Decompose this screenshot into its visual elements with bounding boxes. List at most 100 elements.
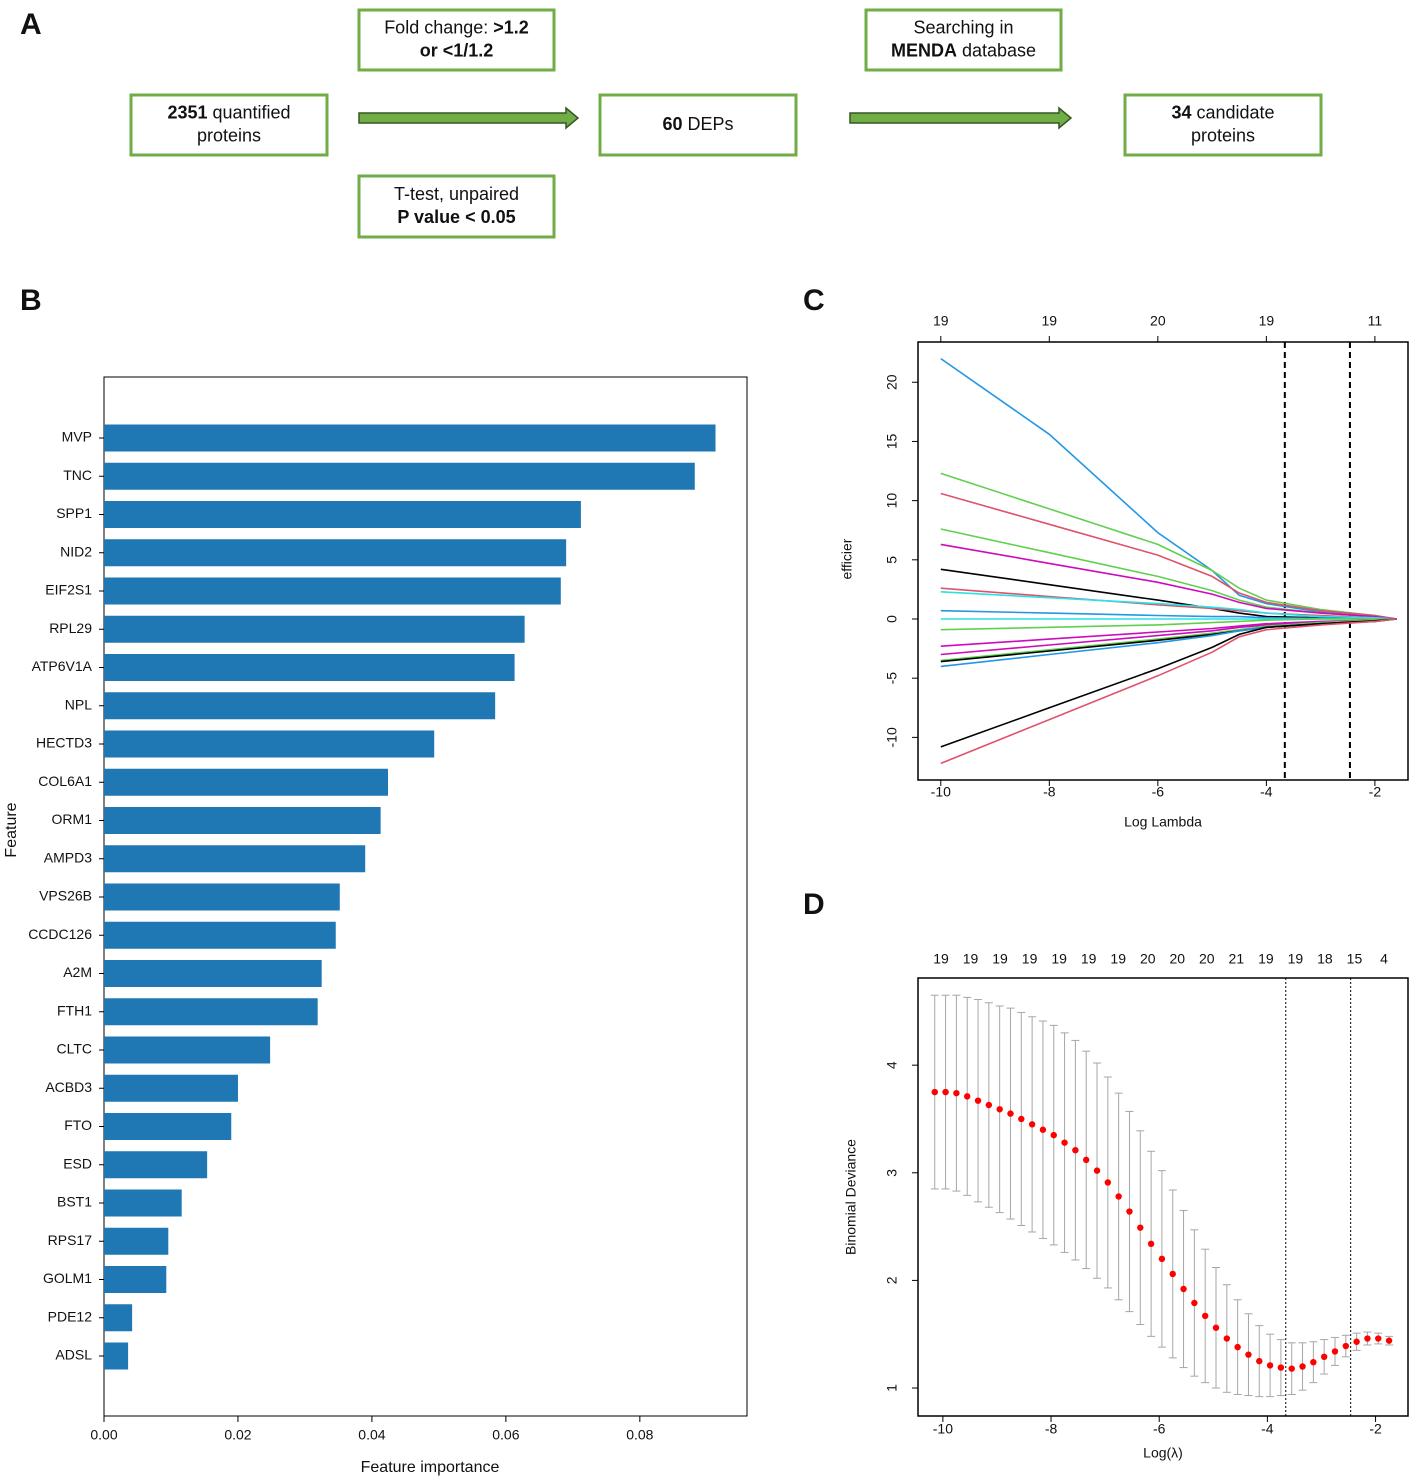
- flow-box: [357, 8, 556, 72]
- y-tick-label: FTO: [64, 1117, 92, 1133]
- point: [1083, 1156, 1090, 1164]
- panel-label: D: [803, 888, 825, 921]
- panel-label: A: [20, 8, 42, 41]
- y-tick-label: HECTD3: [36, 735, 92, 751]
- y-tick-label: 1: [884, 1384, 900, 1392]
- y-tick-label: NPL: [65, 696, 92, 712]
- point: [1093, 1167, 1101, 1174]
- x-tick-label: -2: [1369, 1421, 1382, 1437]
- flow-text: 2351 quantified: [167, 102, 290, 122]
- y-tick-label: BST1: [57, 1194, 92, 1210]
- flow-box: [598, 93, 798, 157]
- top-label: 19: [1022, 951, 1038, 967]
- y-tick-label: PDE12: [48, 1308, 93, 1324]
- top-label: 20: [1199, 951, 1215, 967]
- coefficient-path: [940, 591, 1397, 620]
- flow-box: [1123, 93, 1323, 157]
- point: [1310, 1358, 1317, 1366]
- flow-text-part: 34: [1171, 102, 1191, 122]
- flow-text: MENDA database: [891, 40, 1036, 60]
- y-axis-title: Coefficients: [839, 525, 855, 598]
- point: [1201, 1312, 1209, 1320]
- y-tick-label: RPS17: [48, 1232, 93, 1248]
- top-label: 15: [1347, 951, 1363, 967]
- bar: [104, 615, 525, 643]
- y-tick-label: ATP6V1A: [32, 658, 93, 674]
- bar: [104, 730, 435, 758]
- bar: [104, 577, 561, 605]
- bar: [104, 1342, 129, 1370]
- flow-text-part: >1.2: [493, 17, 529, 37]
- point: [1342, 1342, 1350, 1350]
- point: [1212, 1324, 1220, 1331]
- top-label: 20: [1150, 313, 1166, 329]
- flow-text-part: MENDA: [891, 40, 957, 60]
- point: [1126, 1208, 1133, 1215]
- point: [1104, 1179, 1112, 1186]
- panel-label: C: [803, 284, 825, 317]
- top-label: 19: [1110, 951, 1126, 967]
- bar: [104, 921, 336, 949]
- point: [1028, 1121, 1036, 1128]
- point: [1245, 1351, 1252, 1358]
- x-tick-label: -8: [1045, 1421, 1058, 1437]
- flow-text-part: Fold change:: [384, 17, 488, 37]
- point: [964, 1093, 971, 1100]
- coefficient-path: [940, 618, 1397, 668]
- bar: [104, 845, 366, 873]
- panel-label: B: [20, 284, 42, 317]
- bar: [104, 1074, 238, 1102]
- bar: [104, 1189, 182, 1217]
- bar: [104, 883, 340, 911]
- top-label: 4: [1380, 951, 1388, 967]
- point: [931, 1088, 938, 1096]
- top-label: 11: [1368, 313, 1383, 329]
- coefficient-path: [940, 618, 1397, 765]
- x-tick-label: -4: [1260, 784, 1273, 800]
- y-tick-label: -10: [884, 727, 900, 747]
- point: [1018, 1115, 1025, 1123]
- flow-text: Searching in: [913, 17, 1013, 37]
- y-tick-label: 3: [884, 1169, 900, 1177]
- coefficient-path: [940, 618, 1397, 663]
- bar: [104, 998, 318, 1026]
- bar: [104, 1227, 169, 1255]
- flow-text-part: DEPs: [688, 114, 734, 134]
- top-label: 19: [1259, 313, 1275, 329]
- top-label: 19: [933, 313, 949, 329]
- bar: [104, 960, 322, 987]
- bar: [104, 539, 567, 567]
- point: [953, 1089, 960, 1097]
- point: [1169, 1270, 1176, 1278]
- top-label: 19: [1288, 951, 1304, 967]
- flow-box: [864, 8, 1063, 72]
- flow-text-part: P value < 0.05: [397, 207, 515, 227]
- point: [1061, 1139, 1068, 1146]
- flow-text-part: proteins: [1191, 125, 1255, 145]
- x-tick-label: 0.04: [358, 1427, 385, 1443]
- bar: [104, 1036, 271, 1064]
- flow-text-part: 60: [662, 114, 682, 134]
- bar: [104, 462, 695, 490]
- y-tick-label: RPL29: [49, 620, 92, 636]
- flow-text: or <1/1.2: [420, 40, 494, 60]
- point: [1266, 1362, 1274, 1369]
- point: [1385, 1337, 1393, 1344]
- point: [985, 1101, 993, 1109]
- y-tick-label: COL6A1: [38, 773, 92, 789]
- y-tick-label: 10: [884, 493, 900, 509]
- top-label: 21: [1229, 951, 1245, 967]
- flow-box: [357, 174, 556, 239]
- top-label: 19: [963, 951, 979, 967]
- x-axis-title: Feature importance: [361, 1459, 500, 1476]
- point: [1364, 1335, 1371, 1342]
- flow-box: [129, 93, 329, 157]
- y-tick-label: NID2: [60, 543, 92, 559]
- arrow: [849, 106, 1073, 130]
- x-tick-label: 0.08: [626, 1427, 653, 1443]
- point: [1299, 1363, 1306, 1370]
- top-label: 19: [1081, 951, 1097, 967]
- flow-text: proteins: [197, 125, 261, 145]
- y-axis-title: Feature: [3, 802, 20, 857]
